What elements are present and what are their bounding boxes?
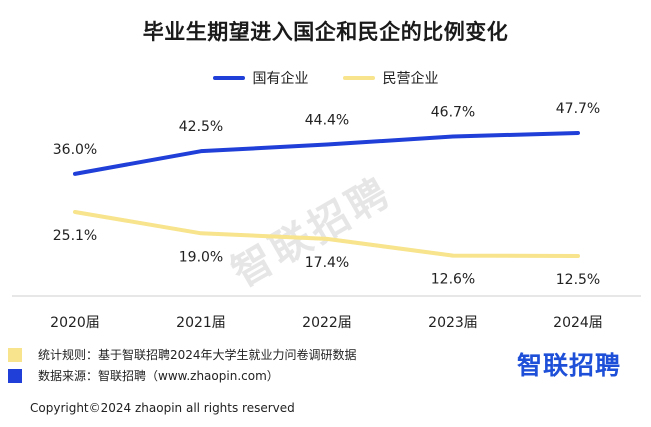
data-label-1: 17.4%: [305, 255, 349, 271]
footnote-source-text: 数据来源：智联招聘（www.zhaopin.com）: [38, 369, 279, 383]
data-label-1: 12.5%: [556, 272, 600, 288]
legend-swatch-private: [342, 76, 375, 80]
data-label-1: 19.0%: [179, 249, 223, 265]
data-label-1: 25.1%: [53, 228, 97, 244]
x-tick-label: 2022届: [302, 315, 352, 331]
x-tick-label: 2023届: [428, 315, 478, 331]
legend-label-private: 民营企业: [382, 71, 439, 87]
data-label-0: 42.5%: [179, 119, 223, 135]
footnote-rule-text: 统计规则：基于智联招聘2024年大学生就业力问卷调研数据: [38, 348, 357, 362]
data-label-0: 47.7%: [556, 101, 600, 117]
line-chart: 2020届 2021届 2022届 2023届 2024届 36.0% 42.5% 44.4%…: [12, 101, 641, 331]
brand-logo: 智联招聘: [517, 351, 622, 380]
data-label-0: 46.7%: [431, 104, 475, 120]
legend-label-state-owned: 国有企业: [252, 71, 309, 87]
legend: 国有企业 民营企业: [0, 68, 651, 88]
legend-item-private: 民营企业: [342, 68, 439, 88]
series-line-0: [73, 131, 580, 176]
footnote-rule: 统计规则：基于智联招聘2024年大学生就业力问卷调研数据: [8, 344, 357, 365]
copyright-text: Copyright©2024 zhaopin all rights reserv…: [30, 401, 295, 415]
footnotes: 统计规则：基于智联招聘2024年大学生就业力问卷调研数据 数据来源：智联招聘（w…: [8, 344, 357, 386]
data-label-0: 36.0%: [53, 142, 97, 158]
legend-swatch-state-owned: [212, 76, 245, 80]
chart-title: 毕业生期望进入国企和民企的比例变化: [142, 20, 509, 44]
x-tick-label: 2020届: [50, 315, 100, 331]
footnote-source: 数据来源：智联招聘（www.zhaopin.com）: [8, 365, 357, 386]
x-tick-label: 2021届: [176, 315, 226, 331]
footnote-swatch-blue: [8, 368, 22, 383]
footnote-swatch-yellow: [8, 347, 22, 362]
data-label-1: 12.6%: [431, 272, 475, 288]
data-label-0: 44.4%: [305, 113, 349, 129]
x-tick-label: 2024届: [553, 315, 603, 331]
series-line-1: [73, 209, 580, 258]
legend-item-state-owned: 国有企业: [212, 68, 309, 88]
